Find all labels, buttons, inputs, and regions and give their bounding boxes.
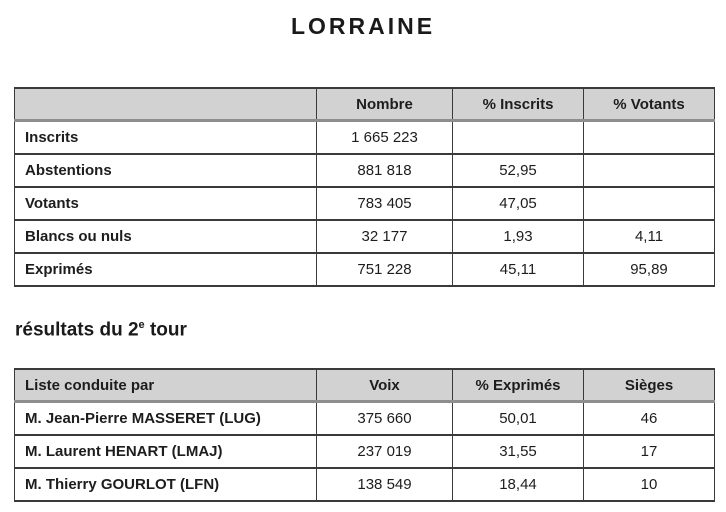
voix-cell: 237 019 [316,434,453,469]
pct-exprimes-cell: 31,55 [452,434,584,469]
pct-inscrits-cell: 45,11 [452,252,584,287]
table-row: Blancs ou nuls 32 177 1,93 4,11 [14,219,715,254]
pct-votants-cell [583,186,715,221]
row-label-cell: Inscrits [14,119,317,155]
participation-header-pct-votants: % Votants [583,87,715,122]
row-label-cell: Exprimés [14,252,317,287]
nombre-cell: 32 177 [316,219,453,254]
heading-text-suffix: tour [144,319,187,341]
table-row: M. Jean-Pierre MASSERET (LUG) 375 660 50… [14,400,715,436]
pct-votants-cell: 4,11 [583,219,715,254]
table-row: Inscrits 1 665 223 [14,119,715,155]
pct-votants-cell [583,119,715,155]
sieges-cell: 17 [583,434,715,469]
table-row: Votants 783 405 47,05 [14,186,715,221]
pct-exprimes-cell: 18,44 [452,467,584,502]
pct-inscrits-cell [452,119,584,155]
nombre-cell: 881 818 [316,153,453,188]
pct-inscrits-cell: 47,05 [452,186,584,221]
heading-text: résultats du 2 [15,319,139,341]
candidate-cell: M. Jean-Pierre MASSERET (LUG) [14,400,317,436]
results-header-pct-exprimes: % Exprimés [452,368,584,403]
pct-votants-cell [583,153,715,188]
pct-inscrits-cell: 52,95 [452,153,584,188]
nombre-cell: 1 665 223 [316,119,453,155]
nombre-cell: 783 405 [316,186,453,221]
row-label-cell: Abstentions [14,153,317,188]
table-row: M. Thierry GOURLOT (LFN) 138 549 18,44 1… [14,467,715,502]
candidate-cell: M. Thierry GOURLOT (LFN) [14,467,317,502]
voix-cell: 375 660 [316,400,453,436]
second-round-heading: résultats du 2e tour [15,319,187,341]
sieges-cell: 10 [583,467,715,502]
voix-cell: 138 549 [316,467,453,502]
participation-header-pct-inscrits: % Inscrits [452,87,584,122]
sieges-cell: 46 [583,400,715,436]
table-row: M. Laurent HENART (LMAJ) 237 019 31,55 1… [14,434,715,469]
table-row: Exprimés 751 228 45,11 95,89 [14,252,715,287]
table-row: Abstentions 881 818 52,95 [14,153,715,188]
participation-header-row: Nombre % Inscrits % Votants [14,87,715,122]
participation-header-empty [14,87,317,122]
results-header-row: Liste conduite par Voix % Exprimés Siège… [14,368,715,403]
pct-votants-cell: 95,89 [583,252,715,287]
results-header-sieges: Sièges [583,368,715,403]
participation-header-nombre: Nombre [316,87,453,122]
results-header-liste: Liste conduite par [14,368,317,403]
nombre-cell: 751 228 [316,252,453,287]
heading-superscript: e [138,319,145,331]
row-label-cell: Blancs ou nuls [14,219,317,254]
participation-table: Nombre % Inscrits % Votants Inscrits 1 6… [14,87,715,287]
pct-exprimes-cell: 50,01 [452,400,584,436]
results-table: Liste conduite par Voix % Exprimés Siège… [14,368,715,502]
page-title: LORRAINE [290,13,436,39]
row-label-cell: Votants [14,186,317,221]
results-header-voix: Voix [316,368,453,403]
candidate-cell: M. Laurent HENART (LMAJ) [14,434,317,469]
pct-inscrits-cell: 1,93 [452,219,584,254]
